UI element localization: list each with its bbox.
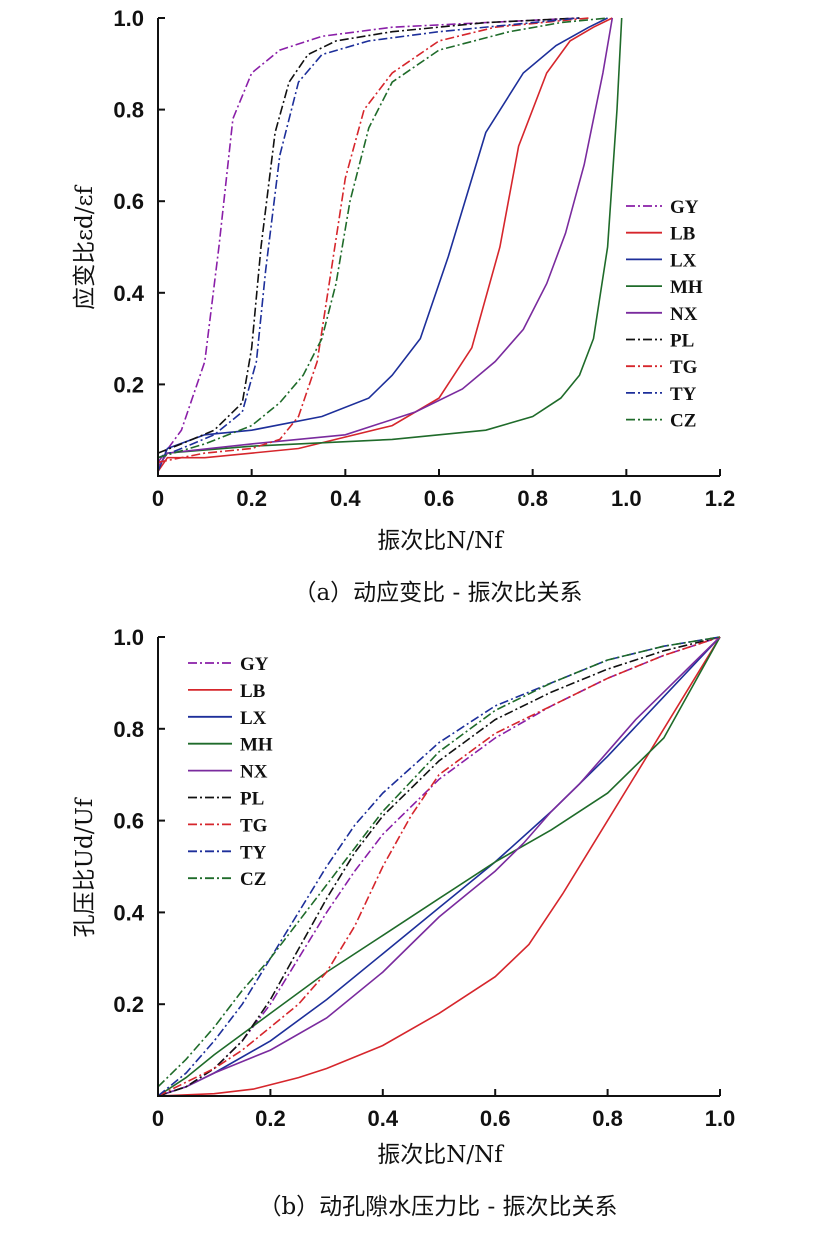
chart-b-ticks: 0 0.2 0.4 0.6 0.8 1.0 0.2 0.4 0.6 0.8 1.0 (113, 625, 735, 1131)
series-gy-line (157, 17, 580, 463)
x-tick-label: 0 (152, 1106, 164, 1131)
series-nx-line (157, 17, 614, 468)
chart-b-legend: GY LB LX MH NX PL TG TY CZ (188, 654, 273, 890)
x-tick-label: 1.0 (705, 1106, 736, 1131)
series-tg-line (157, 17, 589, 464)
legend-label-gy: GY (670, 197, 699, 218)
series-lx-line (157, 636, 721, 1097)
x-tick-label: 0.8 (517, 486, 548, 511)
y-tick-label: 1.0 (113, 625, 144, 650)
y-tick-label: 0.4 (113, 900, 144, 925)
series-nx-line (157, 636, 721, 1097)
series-pl-line (157, 636, 721, 1097)
series-pl-line (157, 17, 580, 454)
chart-a-xlabel: 振次比N/Nf (377, 528, 504, 554)
series-gy-line (157, 636, 721, 1097)
legend-label-ty: TY (240, 842, 267, 863)
legend-label-mh: MH (240, 735, 273, 756)
chart-b-series (157, 636, 721, 1097)
chart-a-caption: （a）动应变比 - 振次比关系 (293, 580, 582, 606)
chart-b-ylabel: 孔压比Ud/Uf (72, 797, 98, 937)
x-tick-label: 0.2 (236, 486, 267, 511)
y-tick-label: 1.0 (113, 6, 144, 31)
series-lx-line (157, 17, 608, 472)
chart-a-legend: GY LB LX MH NX PL TG TY CZ (626, 197, 703, 432)
chart-b-xlabel: 振次比N/Nf (377, 1142, 504, 1168)
x-tick-label: 0.8 (592, 1106, 623, 1131)
x-tick-label: 0.2 (255, 1106, 286, 1131)
y-tick-label: 0.4 (113, 281, 144, 306)
legend-label-mh: MH (670, 277, 703, 298)
x-tick-label: 0 (152, 486, 164, 511)
series-mh-line (157, 636, 721, 1097)
x-tick-label: 0.4 (330, 486, 361, 511)
chart-a-series (157, 17, 623, 472)
legend-label-lx: LX (670, 250, 697, 271)
legend-label-pl: PL (240, 789, 264, 810)
legend-label-cz: CZ (670, 411, 696, 432)
legend-label-ty: TY (670, 384, 697, 405)
y-tick-label: 0.8 (113, 717, 144, 742)
chart-a: 0 0.2 0.4 0.6 0.8 1.0 1.2 0.2 0.4 0.6 0.8 1.0 应变比εd… (72, 6, 735, 606)
chart-a-axes (157, 18, 720, 477)
chart-b-caption: （b）动孔隙水压力比 - 振次比关系 (258, 1194, 617, 1220)
y-tick-label: 0.8 (113, 98, 144, 123)
x-tick-label: 0.6 (480, 1106, 511, 1131)
series-mh-line (157, 17, 623, 468)
legend-label-pl: PL (670, 331, 694, 352)
series-ty-line (157, 636, 721, 1097)
series-lb-line (157, 17, 613, 472)
series-tg-line (157, 636, 721, 1097)
x-tick-label: 1.0 (611, 486, 642, 511)
x-tick-label: 0.6 (424, 486, 455, 511)
x-tick-label: 1.2 (705, 486, 736, 511)
series-lb-line (157, 636, 721, 1097)
legend-label-nx: NX (670, 304, 698, 325)
series-cz-line (157, 17, 608, 459)
legend-label-gy: GY (240, 654, 269, 675)
x-tick-label: 0.4 (368, 1106, 399, 1131)
chart-b: 0 0.2 0.4 0.6 0.8 1.0 0.2 0.4 0.6 0.8 1.0 孔压比Ud/Uf… (72, 625, 735, 1220)
chart-b-axes (157, 637, 720, 1097)
chart-a-ticks: 0 0.2 0.4 0.6 0.8 1.0 1.2 0.2 0.4 0.6 0.8 1.0 (113, 6, 735, 511)
y-tick-label: 0.6 (113, 189, 144, 214)
legend-label-lb: LB (670, 224, 696, 245)
y-tick-label: 0.2 (113, 372, 144, 397)
legend-label-tg: TG (670, 357, 698, 378)
legend-label-nx: NX (240, 762, 268, 783)
y-tick-label: 0.2 (113, 992, 144, 1017)
legend-label-cz: CZ (240, 869, 266, 890)
legend-label-tg: TG (240, 815, 268, 836)
legend-label-lb: LB (240, 681, 266, 702)
legend-label-lx: LX (240, 708, 267, 729)
series-cz-line (157, 636, 721, 1088)
y-tick-label: 0.6 (113, 809, 144, 834)
chart-a-ylabel: 应变比εd/εf (72, 185, 98, 310)
